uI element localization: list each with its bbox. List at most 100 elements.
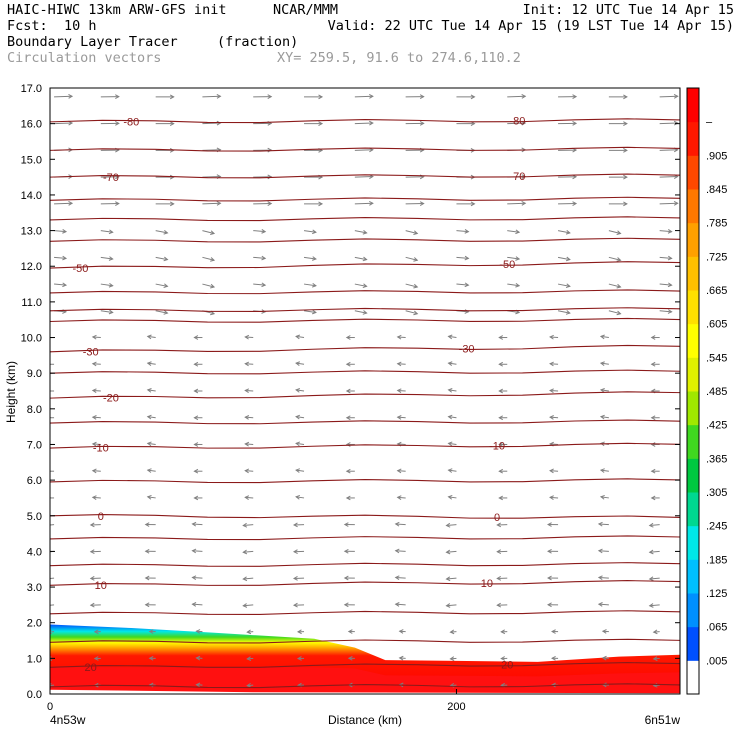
wind-vector (50, 577, 55, 580)
wind-vector (507, 229, 521, 235)
wind-vector (242, 549, 254, 555)
wind-vector (191, 575, 203, 581)
temperature-contour (50, 535, 680, 541)
wind-vector (445, 549, 457, 555)
wind-vector (100, 309, 114, 315)
colorbar-swatch (687, 88, 699, 123)
wind-vector (253, 201, 273, 206)
wind-vector (500, 629, 508, 635)
wind-vector (155, 229, 169, 235)
wind-vector (659, 255, 673, 261)
wind-vector (549, 495, 559, 500)
wind-vector (54, 94, 74, 99)
wind-vector (507, 282, 521, 288)
wind-vector (100, 201, 120, 206)
wind-vector (54, 255, 68, 261)
wind-vector (193, 388, 203, 394)
wind-vector (242, 522, 254, 528)
wind-vector (146, 334, 156, 340)
wind-vector (347, 655, 355, 661)
wind-vector (447, 468, 457, 473)
contour-label: 20 (501, 660, 513, 672)
wind-vector (498, 495, 508, 501)
contour-label: -30 (83, 346, 99, 358)
colorbar-frame (686, 87, 700, 695)
wind-vector (50, 524, 55, 526)
overlay-name: Circulation vectors (7, 50, 162, 66)
wind-vector (191, 521, 203, 527)
wind-vector (91, 388, 101, 394)
model-title: HAIC-HIWC 13km ARW-GFS init (7, 2, 227, 18)
wind-vector (202, 283, 216, 289)
contour-label: 0 (98, 511, 104, 523)
wind-vector (343, 522, 355, 527)
colorbar-swatch (687, 458, 699, 493)
y-tick-label: 7.0 (27, 439, 42, 451)
wind-vector (253, 255, 267, 261)
wind-vector (144, 602, 156, 608)
colorbar-label: .065 (706, 622, 727, 634)
wind-vector (146, 388, 156, 393)
colorbar-swatch (687, 189, 699, 224)
wind-vector (253, 282, 267, 288)
colorbar-label: .305 (706, 487, 727, 499)
wind-vector (202, 230, 216, 235)
colorbar-swatch (687, 155, 699, 190)
colorbar-swatch (687, 391, 699, 426)
wind-vector (601, 629, 609, 634)
wind-vector (292, 602, 305, 608)
wind-vector (146, 361, 156, 366)
wind-vector (244, 388, 254, 394)
contour-label: 20 (85, 662, 97, 674)
wind-vector (405, 310, 419, 316)
colorbar-label: .665 (706, 285, 727, 297)
wind-vector (100, 121, 120, 126)
wind-vector (155, 94, 175, 100)
wind-vector (146, 468, 156, 473)
y-tick-label: 12.0 (21, 261, 42, 273)
wind-vector (551, 629, 559, 634)
wind-vector (292, 576, 305, 581)
wind-vector (547, 575, 559, 581)
colorbar-swatch (687, 593, 699, 628)
wind-vector (304, 94, 324, 100)
temperature-contour (50, 118, 680, 124)
wind-vector (303, 282, 317, 288)
wind-vector (295, 441, 305, 447)
colorbar-swatch (687, 424, 699, 459)
wind-vector (100, 229, 114, 235)
wind-vector (195, 655, 203, 661)
wind-vector (558, 201, 578, 206)
wind-vector (456, 94, 476, 100)
wind-vector (89, 602, 101, 608)
temperature-contour (50, 317, 680, 323)
temperature-contour (50, 662, 680, 668)
y-tick-label: 5.0 (27, 511, 42, 523)
wind-vector (155, 201, 175, 207)
colorbar-swatch (687, 559, 699, 594)
wind-vector (89, 522, 101, 528)
wind-vector (405, 283, 419, 289)
wind-vector (500, 656, 508, 661)
colorbar-swatch (687, 222, 699, 257)
wind-vector (148, 629, 156, 634)
wind-vector (650, 415, 660, 421)
wind-vector (597, 521, 609, 527)
wind-vector (91, 334, 101, 340)
wind-vector (449, 656, 457, 661)
colorbar-swatch (687, 290, 699, 325)
wind-vector (456, 282, 470, 288)
wind-vector (547, 522, 559, 527)
wind-vector (547, 602, 559, 608)
wind-vector (155, 283, 169, 289)
wind-vector (191, 602, 203, 607)
wind-vector (253, 174, 273, 180)
temperature-contour (50, 344, 680, 353)
wind-vector (242, 576, 254, 582)
wind-vector (396, 361, 406, 367)
contour-label: -10 (93, 443, 109, 455)
wind-vector (345, 335, 355, 340)
contour-label: -80 (509, 116, 525, 128)
wind-vector (50, 550, 55, 553)
y-tick-label: 15.0 (21, 154, 42, 166)
